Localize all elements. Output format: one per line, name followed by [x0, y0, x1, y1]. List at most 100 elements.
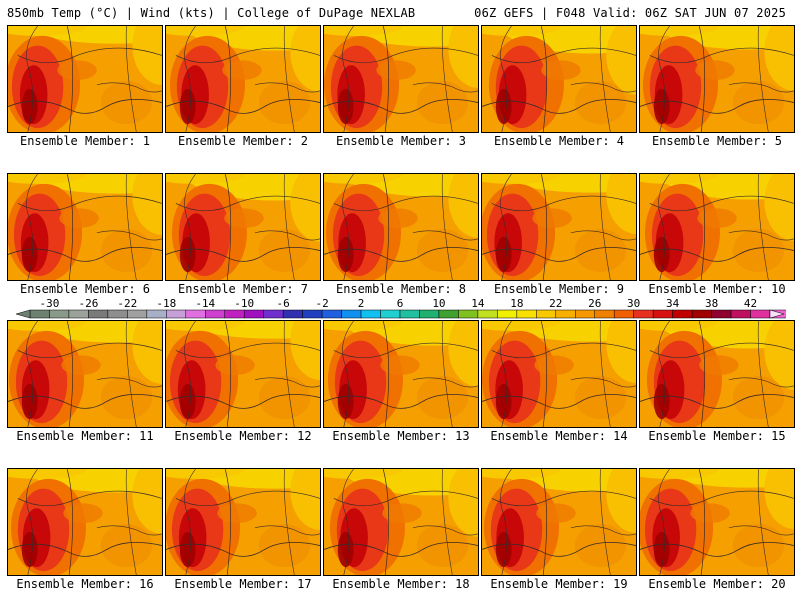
ensemble-member-label: Ensemble Member: 7: [177, 282, 309, 296]
ensemble-member-map: [323, 173, 479, 281]
temperature-colorbar: -30 -26 -22 -18 -14 -10 -6 -2 2 6 10 14 18 22 26 30 34 38…: [15, 297, 786, 319]
model-valid-time: 06Z GEFS | F048 Valid: 06Z SAT JUN 07 20…: [474, 6, 786, 20]
ensemble-member-map: [639, 25, 795, 133]
colorbar-bin: [302, 309, 323, 319]
colorbar-bin: [88, 309, 109, 319]
colorbar-bin: [29, 309, 50, 319]
ensemble-member-map: [323, 468, 479, 576]
ensemble-member-map: [639, 173, 795, 281]
ensemble-member-map: [481, 173, 637, 281]
ensemble-member-map: [481, 320, 637, 428]
colorbar-bin: [321, 309, 342, 319]
ensemble-member-map: [323, 320, 479, 428]
colorbar-bin: [458, 309, 479, 319]
colorbar-bin: [127, 309, 148, 319]
ensemble-member-label: Ensemble Member: 18: [332, 577, 470, 591]
colorbar-bin: [185, 309, 206, 319]
colorbar-tick-label: -26: [78, 297, 98, 310]
ensemble-member-label: Ensemble Member: 17: [174, 577, 312, 591]
colorbar-bin: [68, 309, 89, 319]
map-title: 850mb Temp (°C) | Wind (kts) | College o…: [7, 6, 416, 20]
ensemble-member-map: [165, 320, 321, 428]
colorbar-bin: [360, 309, 381, 319]
colorbar-bin: [282, 309, 303, 319]
colorbar-bin: [107, 309, 128, 319]
colorbar-tick-label: -30: [40, 297, 60, 310]
colorbar-bin: [613, 309, 634, 319]
colorbar-bin: [438, 309, 459, 319]
ensemble-member-label: Ensemble Member: 9: [493, 282, 625, 296]
ensemble-member-label: Ensemble Member: 12: [174, 429, 312, 443]
colorbar-bin: [536, 309, 557, 319]
ensemble-member-label: Ensemble Member: 2: [177, 134, 309, 148]
colorbar-bin: [477, 309, 498, 319]
ensemble-member-map: [165, 173, 321, 281]
colorbar-tick-label: 34: [666, 297, 680, 310]
colorbar-tick-label: 22: [549, 297, 562, 310]
colorbar-tick-label: -14: [195, 297, 215, 310]
ensemble-member-label: Ensemble Member: 20: [648, 577, 786, 591]
colorbar-tick-label: 2: [358, 297, 365, 310]
colorbar-left-arrow: [15, 309, 31, 319]
colorbar-tick-label: -6: [277, 297, 290, 310]
colorbar-bin: [263, 309, 284, 319]
colorbar-bin: [380, 309, 401, 319]
ensemble-member-map: [7, 173, 163, 281]
ensemble-member-map: [481, 468, 637, 576]
ensemble-member-label: Ensemble Member: 4: [493, 134, 625, 148]
colorbar-bin: [243, 309, 264, 319]
ensemble-member-label: Ensemble Member: 8: [335, 282, 467, 296]
colorbar-tick-label: 18: [510, 297, 523, 310]
colorbar-bin: [652, 309, 673, 319]
colorbar-tick-label: -22: [117, 297, 137, 310]
colorbar-tick-label: 30: [627, 297, 640, 310]
ensemble-member-label: Ensemble Member: 5: [651, 134, 783, 148]
ensemble-member-label: Ensemble Member: 11: [16, 429, 154, 443]
ensemble-member-map: [639, 320, 795, 428]
ensemble-member-label: Ensemble Member: 14: [490, 429, 628, 443]
ensemble-member-label: Ensemble Member: 3: [335, 134, 467, 148]
colorbar-tick-label: 6: [397, 297, 404, 310]
colorbar-bin: [49, 309, 70, 319]
colorbar-right-arrow: [769, 309, 785, 319]
colorbar-bin: [750, 309, 771, 319]
colorbar-bin: [516, 309, 537, 319]
ensemble-member-label: Ensemble Member: 13: [332, 429, 470, 443]
colorbar-bin: [399, 309, 420, 319]
colorbar-bin: [555, 309, 576, 319]
colorbar-tick-label: -2: [315, 297, 328, 310]
colorbar-tick-label: 14: [471, 297, 485, 310]
colorbar-bin: [224, 309, 245, 319]
colorbar-tick-label: 38: [705, 297, 718, 310]
colorbar-bin: [419, 309, 440, 319]
ensemble-member-label: Ensemble Member: 16: [16, 577, 154, 591]
colorbar-bin: [711, 309, 732, 319]
colorbar-bin: [575, 309, 595, 319]
colorbar-bin: [633, 309, 654, 319]
colorbar-bin: [672, 309, 693, 319]
colorbar-bin: [691, 309, 712, 319]
ensemble-member-label: Ensemble Member: 1: [19, 134, 151, 148]
colorbar-bin: [594, 309, 615, 319]
ensemble-member-map: [165, 25, 321, 133]
ensemble-member-map: [323, 25, 479, 133]
ensemble-member-map: [7, 468, 163, 576]
colorbar-tick-label: 42: [744, 297, 757, 310]
colorbar-tick-label: -18: [156, 297, 176, 310]
colorbar-tick-label: 26: [588, 297, 601, 310]
colorbar-bin: [166, 309, 187, 319]
colorbar-tick-label: -10: [234, 297, 254, 310]
colorbar-bin: [146, 309, 167, 319]
ensemble-member-map: [7, 25, 163, 133]
colorbar-bin: [730, 309, 751, 319]
colorbar-bin: [497, 309, 518, 319]
ensemble-member-label: Ensemble Member: 6: [19, 282, 151, 296]
ensemble-member-map: [481, 25, 637, 133]
ensemble-member-map: [165, 468, 321, 576]
colorbar-bin: [341, 309, 362, 319]
ensemble-member-label: Ensemble Member: 15: [648, 429, 786, 443]
ensemble-member-map: [7, 320, 163, 428]
colorbar-tick-label: 10: [432, 297, 445, 310]
ensemble-member-label: Ensemble Member: 19: [490, 577, 628, 591]
ensemble-member-map: [639, 468, 795, 576]
